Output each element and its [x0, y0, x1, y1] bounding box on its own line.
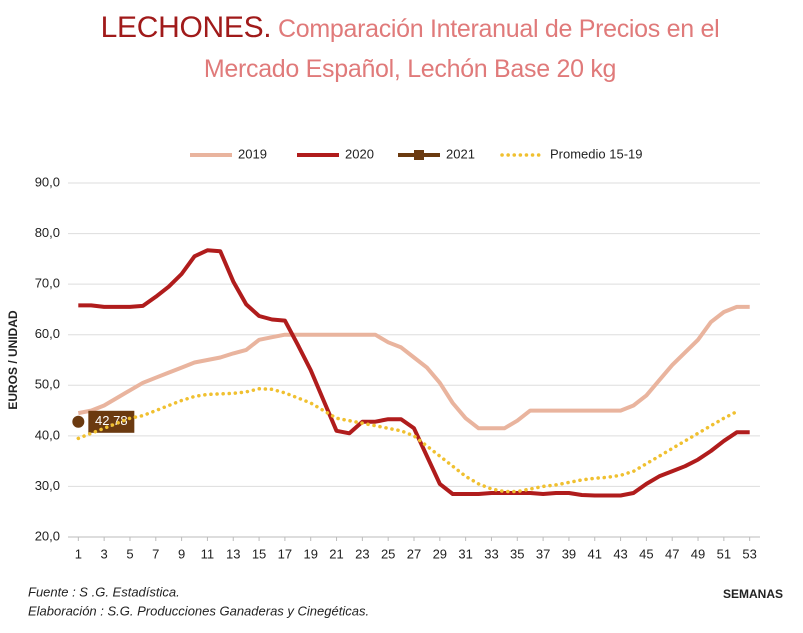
x-tick-label: 5	[126, 546, 133, 561]
value-label-box	[88, 410, 135, 433]
x-tick-label: 33	[484, 546, 498, 561]
legend-label: 2021	[446, 146, 475, 161]
x-axis-label: SEMANAS	[723, 587, 783, 601]
x-tick-label: 29	[433, 546, 447, 561]
x-tick-label: 41	[588, 546, 602, 561]
x-tick-label: 45	[639, 546, 653, 561]
x-tick-label: 13	[226, 546, 240, 561]
legend-label: 2020	[345, 146, 374, 161]
y-tick-label: 40,0	[35, 427, 60, 442]
chart-subtitle: Comparación Interanual de Precios en el …	[203, 15, 720, 83]
x-tick-label: 1	[75, 546, 82, 561]
x-tick-label: 15	[252, 546, 266, 561]
chart-title: LECHONES.	[100, 11, 272, 44]
x-tick-label: 35	[510, 546, 524, 561]
x-tick-label: 11	[201, 546, 215, 561]
series-line	[77, 304, 750, 431]
title-block: LECHONES. Comparación Interanual de Prec…	[80, 8, 740, 89]
x-tick-label: 51	[717, 546, 731, 561]
y-axis-label: EUROS / UNIDAD	[6, 310, 20, 410]
y-tick-label: 20,0	[35, 528, 60, 543]
series-line	[76, 387, 739, 494]
legend-marker	[414, 150, 424, 160]
x-tick-label: 7	[152, 546, 159, 561]
x-tick-label: 43	[613, 546, 627, 561]
x-tick-label: 37	[536, 546, 550, 561]
x-tick-label: 39	[562, 546, 576, 561]
series-line	[78, 248, 750, 498]
data-point	[72, 415, 85, 428]
x-tick-label: 3	[101, 546, 108, 561]
x-tick-label: 17	[278, 546, 292, 561]
legend-label: Promedio 15-19	[550, 146, 643, 161]
y-tick-label: 60,0	[35, 326, 60, 341]
x-tick-label: 25	[381, 546, 395, 561]
legend-label: 2019	[238, 146, 267, 161]
x-tick-label: 23	[355, 546, 369, 561]
x-tick-label: 27	[407, 546, 421, 561]
y-tick-label: 80,0	[35, 225, 60, 240]
x-tick-label: 53	[742, 546, 756, 561]
x-tick-label: 21	[329, 546, 343, 561]
x-tick-label: 31	[458, 546, 472, 561]
source-note: Fuente : S .G. Estadística.	[28, 584, 180, 599]
y-tick-label: 50,0	[35, 377, 60, 392]
y-tick-label: 30,0	[35, 478, 60, 493]
y-tick-label: 70,0	[35, 276, 60, 291]
credit-note: Elaboración : S.G. Producciones Ganadera…	[28, 603, 369, 618]
y-tick-label: 90,0	[35, 174, 60, 189]
x-tick-label: 49	[691, 546, 705, 561]
value-label: 42,78	[95, 413, 128, 428]
x-tick-label: 9	[178, 546, 185, 561]
x-tick-label: 19	[303, 546, 317, 561]
x-tick-label: 47	[665, 546, 679, 561]
